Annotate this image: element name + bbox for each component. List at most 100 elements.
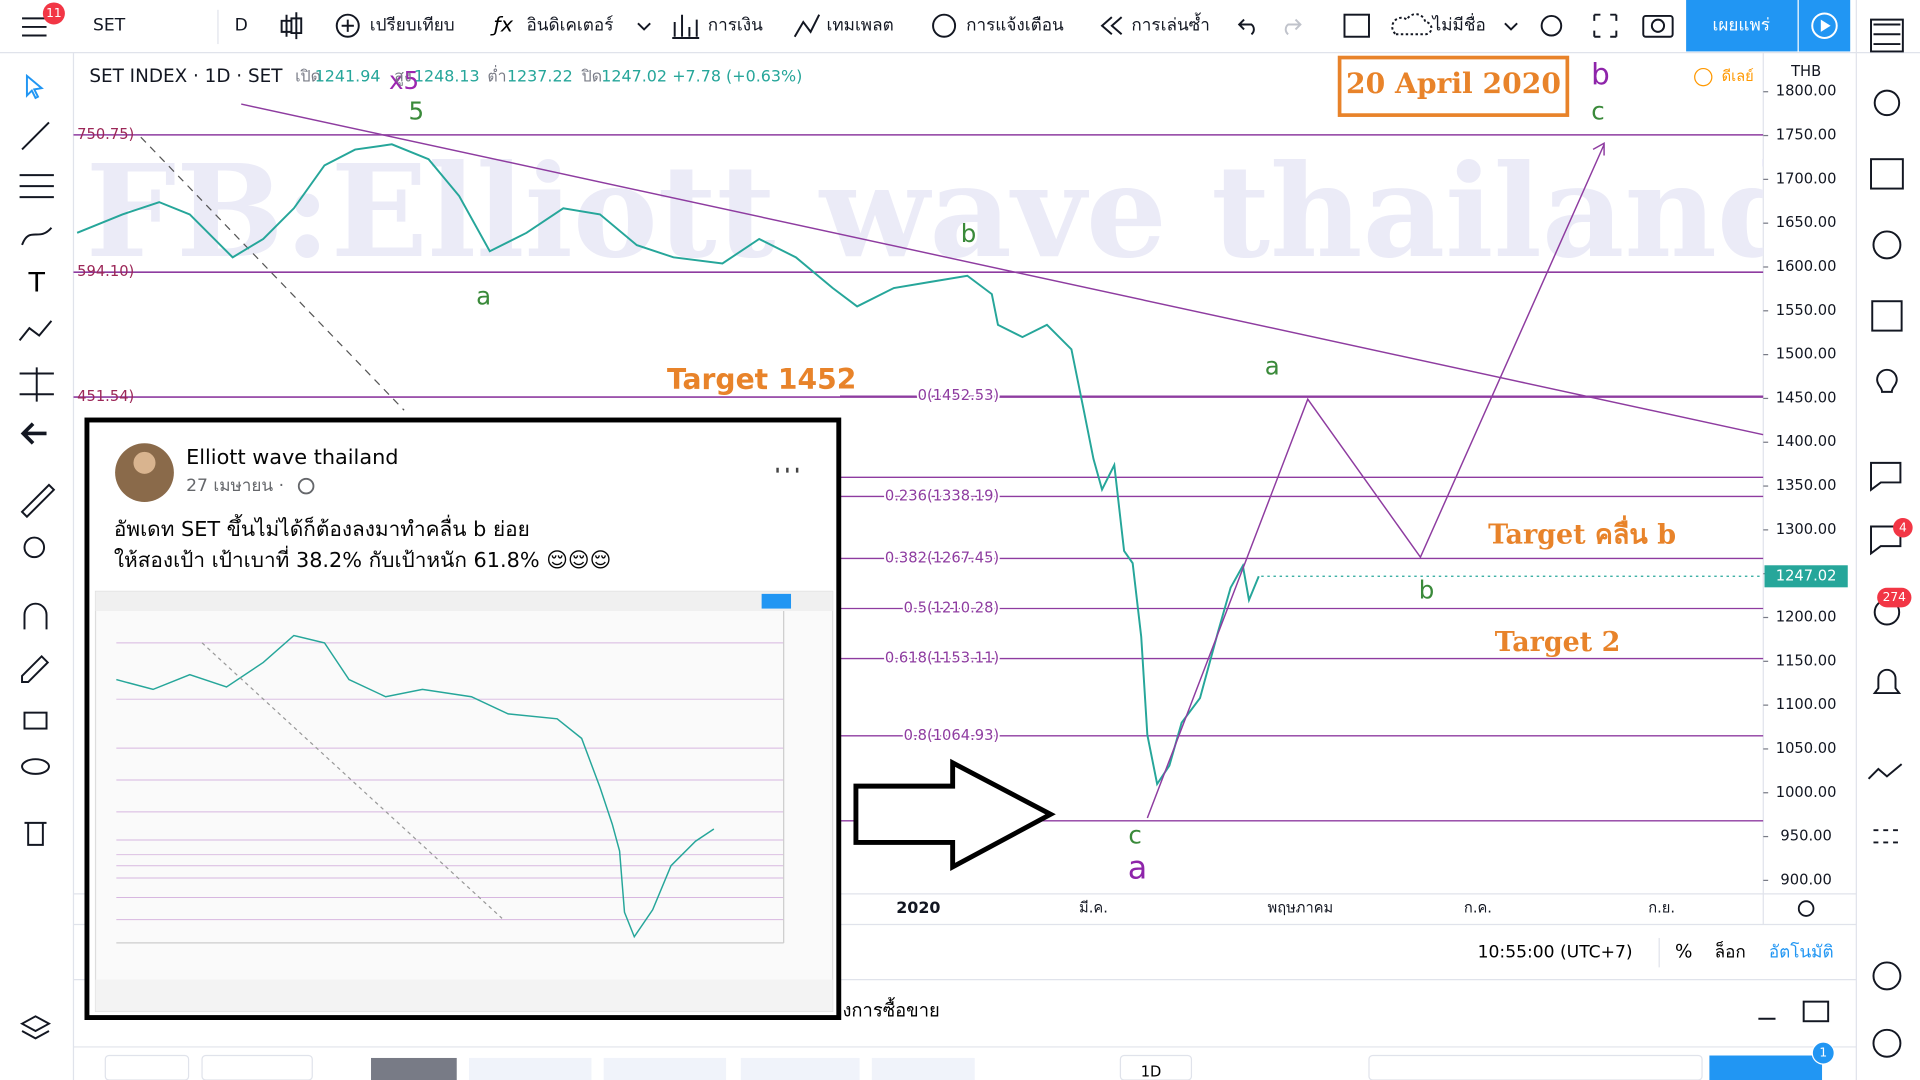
lock-tool[interactable]: [23, 711, 48, 730]
forecast-tool[interactable]: [19, 367, 54, 402]
cursor-tool[interactable]: [25, 73, 44, 100]
tab[interactable]: [871, 1057, 975, 1080]
y-tick-label: 1550.00: [1776, 302, 1837, 319]
price-line: [76, 143, 1260, 787]
replay[interactable]: การเล่นซ้ำ: [1131, 13, 1209, 36]
chat-icon[interactable]: [1870, 461, 1902, 492]
maximize[interactable]: [1802, 1000, 1830, 1023]
back-tool[interactable]: [20, 422, 47, 445]
chat-badge: 4: [1899, 520, 1907, 534]
camera-icon[interactable]: [1642, 14, 1674, 38]
interval[interactable]: D: [235, 16, 248, 36]
alarm-icon[interactable]: [1873, 89, 1901, 117]
settings-icon[interactable]: [1540, 14, 1563, 37]
axis-settings[interactable]: [1797, 900, 1815, 917]
legend-item: 1237.22: [507, 67, 573, 86]
templates-icon: [793, 14, 821, 38]
ideas-icon[interactable]: [1876, 368, 1898, 393]
fullscreen-icon[interactable]: [1593, 13, 1618, 38]
notification-icon[interactable]: [1872, 668, 1902, 695]
fib-label: 0.8(1064.93): [904, 727, 1000, 744]
chart-icon[interactable]: [1872, 230, 1902, 260]
y-tick-label: 1750.00: [1776, 127, 1837, 144]
image-levels: [116, 642, 784, 921]
fib-label: 0.382(1267.45): [885, 549, 999, 566]
legend-item: เปิด: [295, 67, 321, 86]
panel-tab[interactable]: งการซื้อขาย: [842, 996, 939, 1021]
undo[interactable]: [1237, 18, 1255, 36]
fib-label: 0.618(1153.11): [885, 650, 999, 667]
text-tool[interactable]: T: [28, 268, 46, 299]
y-tick-label: 1000.00: [1776, 784, 1837, 801]
button[interactable]: [201, 1054, 313, 1080]
y-tick-label: 1100.00: [1776, 696, 1837, 713]
compare[interactable]: เปรียบเทียบ: [370, 16, 455, 36]
bottom-interval[interactable]: 1D: [1141, 1064, 1162, 1080]
wave-label: c: [1591, 97, 1604, 126]
image-footer: [95, 979, 833, 1012]
delay-icon: [1694, 67, 1713, 87]
alerts[interactable]: การแจ้งเตือน: [966, 16, 1064, 36]
layout-name[interactable]: ไม่มีชื่อ: [1431, 13, 1486, 36]
log-toggle[interactable]: ล็อก: [1715, 941, 1746, 963]
legend-item: 1248.13: [414, 67, 480, 86]
trendline: [241, 103, 1764, 436]
draw-mode-tool[interactable]: [21, 654, 50, 684]
bitcoin-icon[interactable]: [1872, 961, 1902, 991]
help-icon[interactable]: [1872, 1028, 1902, 1058]
post-author[interactable]: Elliott wave thailand: [186, 445, 398, 469]
tab-active[interactable]: [371, 1057, 457, 1080]
zoom-tool[interactable]: [23, 536, 46, 559]
brush-tool[interactable]: [21, 227, 53, 246]
publish-button[interactable]: [1686, 0, 1798, 52]
fib-tool[interactable]: [19, 174, 54, 199]
button[interactable]: [104, 1054, 190, 1080]
percent-toggle[interactable]: %: [1675, 942, 1692, 963]
legend-item: สูง: [394, 67, 411, 87]
auto-toggle[interactable]: อัตโนมัติ: [1769, 942, 1834, 963]
trendline-tool[interactable]: [21, 121, 50, 151]
calendar-icon[interactable]: [1871, 300, 1903, 332]
post-date[interactable]: 27 เมษายน ·: [186, 476, 284, 496]
ruler-tool[interactable]: [20, 483, 56, 519]
calendar-list-icon[interactable]: [1870, 158, 1904, 190]
dom-icon[interactable]: [1873, 829, 1898, 844]
market-icon[interactable]: [1867, 763, 1903, 780]
price-tag: [1764, 565, 1848, 588]
menu-icon[interactable]: [22, 17, 47, 37]
date-note: 20 April 2020: [1346, 67, 1561, 100]
tab[interactable]: [740, 1057, 860, 1080]
button[interactable]: [1119, 1054, 1193, 1080]
wave-label: b: [1591, 57, 1610, 91]
indicators[interactable]: อินดิเคเตอร์: [527, 16, 614, 36]
symbol[interactable]: SET: [93, 16, 126, 36]
button-primary[interactable]: [1709, 1055, 1823, 1080]
chart-type-icon[interactable]: [280, 12, 303, 40]
pattern-tool[interactable]: [18, 320, 53, 342]
publish[interactable]: เผยแพร่: [1712, 16, 1769, 36]
wave-label: c: [1128, 820, 1141, 849]
visibility-tool[interactable]: [21, 758, 50, 775]
wave-label: a: [1265, 351, 1280, 380]
dropdown[interactable]: [1504, 22, 1518, 31]
tab[interactable]: [603, 1057, 727, 1080]
image-button: [761, 593, 792, 609]
watchlist-icon[interactable]: [1870, 18, 1904, 53]
y-tick-label: 1650.00: [1776, 214, 1837, 231]
top-toolbar: 11 SET D เปรียบเทียบ ƒx อินดิเคเตอร์ การ…: [22, 0, 1851, 52]
note: Target คลื่น b: [1488, 514, 1676, 550]
wave-label: b: [1419, 575, 1435, 604]
financials[interactable]: การเงิน: [708, 16, 763, 36]
facebook-post: Elliott wave thailand 27 เมษายน · อัพเดท…: [84, 417, 842, 1020]
layers-tool[interactable]: [19, 1015, 52, 1040]
trash-tool[interactable]: [24, 821, 47, 846]
redo[interactable]: [1284, 18, 1302, 36]
currency: THB: [1790, 63, 1821, 80]
templates[interactable]: เทมเพลต: [827, 16, 894, 36]
fib-label: 0.236(1338.19): [885, 487, 999, 504]
tab[interactable]: [468, 1057, 592, 1080]
layout-icon[interactable]: [1343, 13, 1370, 38]
magnet-tool[interactable]: [23, 602, 48, 630]
dropdown[interactable]: [637, 22, 651, 31]
select[interactable]: [1368, 1054, 1703, 1080]
